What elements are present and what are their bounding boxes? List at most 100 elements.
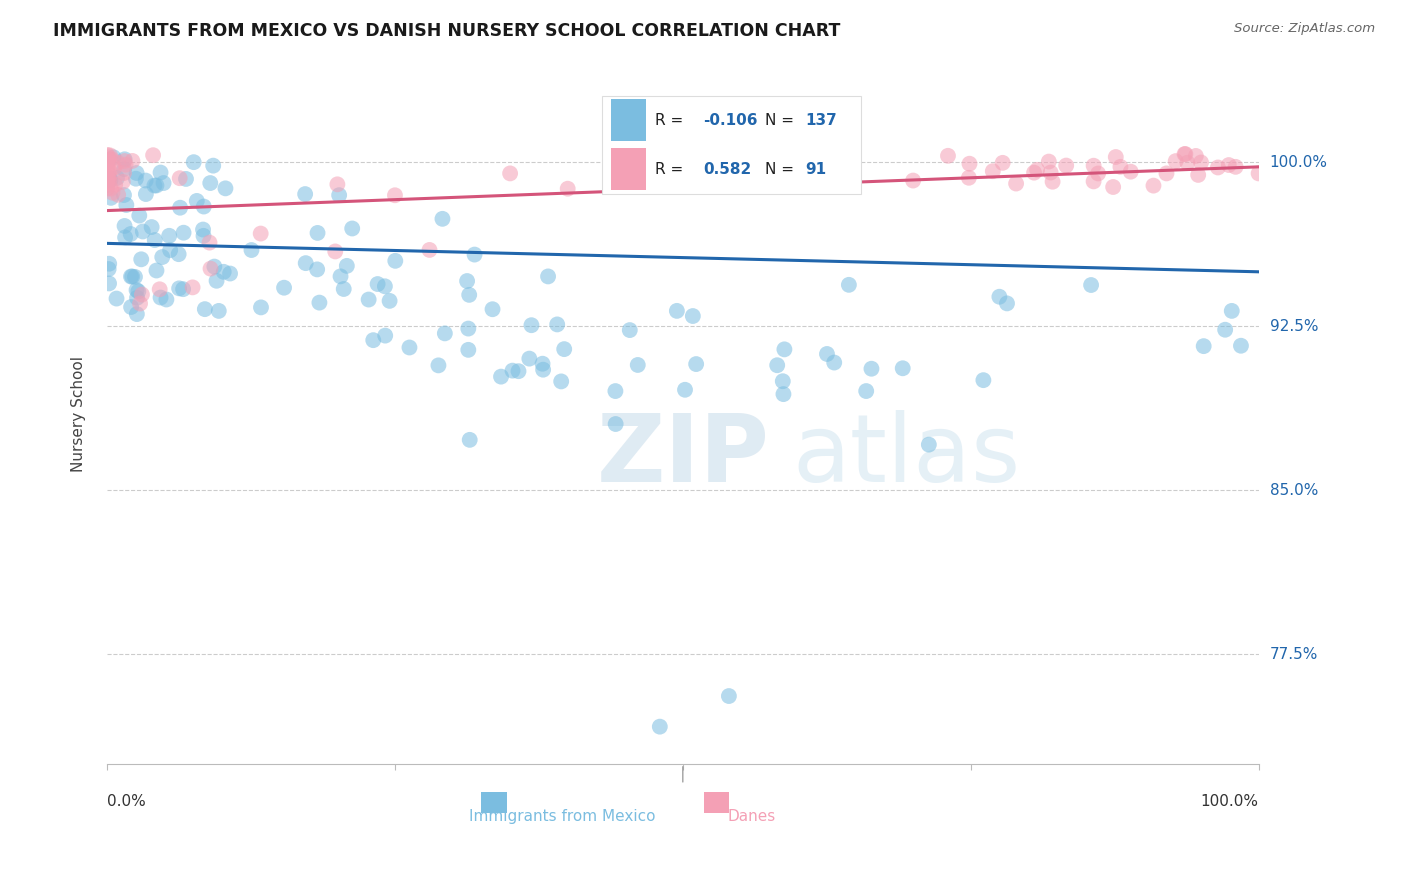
Point xyxy=(619,323,641,337)
Point xyxy=(307,226,329,240)
Text: ZIP: ZIP xyxy=(596,410,769,502)
Point xyxy=(936,149,959,163)
Point xyxy=(842,169,865,183)
Point xyxy=(149,291,172,305)
Point xyxy=(1005,177,1028,191)
Point xyxy=(112,188,135,202)
Point xyxy=(294,187,316,202)
Point xyxy=(957,170,980,185)
Point xyxy=(103,161,125,175)
Point xyxy=(766,358,789,372)
Point xyxy=(1083,174,1105,188)
Point xyxy=(98,163,121,178)
Point xyxy=(1247,166,1270,180)
Point xyxy=(97,164,120,178)
Point xyxy=(432,211,454,226)
Point xyxy=(135,173,157,187)
FancyBboxPatch shape xyxy=(602,95,862,194)
Point xyxy=(821,152,844,166)
Point xyxy=(673,383,696,397)
Point xyxy=(1220,304,1243,318)
Point xyxy=(97,150,120,164)
Point xyxy=(823,355,845,369)
Point xyxy=(100,153,122,167)
Point xyxy=(125,291,148,305)
Point xyxy=(384,188,406,202)
Point xyxy=(786,155,808,169)
Point xyxy=(531,362,554,376)
Point xyxy=(553,342,575,356)
Point xyxy=(326,178,349,192)
Text: 0.0%: 0.0% xyxy=(107,795,146,809)
Point xyxy=(1087,166,1109,180)
Point xyxy=(1185,149,1208,163)
Point xyxy=(174,172,197,186)
Text: Immigrants from Mexico: Immigrants from Mexico xyxy=(468,809,655,824)
Text: Source: ZipAtlas.com: Source: ZipAtlas.com xyxy=(1234,22,1375,36)
Bar xyxy=(612,99,645,141)
Point xyxy=(143,233,166,247)
Point xyxy=(169,171,191,186)
Point xyxy=(127,285,149,299)
Y-axis label: Nursery School: Nursery School xyxy=(72,356,86,472)
Text: 100.0%: 100.0% xyxy=(1201,795,1258,809)
Point xyxy=(1164,154,1187,169)
Text: atlas: atlas xyxy=(792,410,1021,502)
Point xyxy=(765,161,787,175)
Point xyxy=(191,222,214,236)
Point xyxy=(517,351,540,366)
Point xyxy=(756,149,779,163)
Point xyxy=(502,364,524,378)
Point xyxy=(1206,161,1229,175)
Point xyxy=(378,293,401,308)
Point xyxy=(1156,166,1178,180)
Point xyxy=(96,155,118,169)
Point xyxy=(1054,159,1077,173)
Point xyxy=(183,155,205,169)
Text: N =: N = xyxy=(765,112,799,128)
Point xyxy=(114,219,136,233)
Point xyxy=(129,252,152,267)
Point xyxy=(550,375,572,389)
Point xyxy=(155,293,177,307)
Point xyxy=(103,150,125,164)
Point xyxy=(398,341,420,355)
Point xyxy=(456,274,478,288)
Point xyxy=(1026,162,1049,177)
Point xyxy=(120,300,142,314)
Point xyxy=(457,321,479,335)
Point xyxy=(149,282,172,296)
Point xyxy=(991,156,1014,170)
Point xyxy=(1109,160,1132,174)
Text: 0.582: 0.582 xyxy=(703,161,752,177)
Text: Danes: Danes xyxy=(728,809,776,824)
Point xyxy=(114,154,136,169)
Point xyxy=(173,226,195,240)
Point xyxy=(98,172,121,186)
Point xyxy=(1105,150,1128,164)
Point xyxy=(159,243,181,257)
Point xyxy=(193,228,215,243)
Point xyxy=(101,186,124,200)
Point xyxy=(250,301,273,315)
Point xyxy=(96,148,118,162)
Point xyxy=(152,176,174,190)
Point xyxy=(200,261,222,276)
Point xyxy=(202,159,225,173)
Point xyxy=(374,279,396,293)
Point xyxy=(824,149,846,163)
Point xyxy=(219,267,242,281)
Point xyxy=(682,309,704,323)
Point xyxy=(198,235,221,250)
Point xyxy=(114,230,136,244)
Point xyxy=(96,173,118,187)
Point xyxy=(855,384,877,398)
Bar xyxy=(703,792,728,813)
Point xyxy=(100,173,122,187)
Point xyxy=(988,290,1011,304)
Point xyxy=(273,281,295,295)
Point xyxy=(308,295,330,310)
Point xyxy=(328,188,350,202)
Point xyxy=(1173,147,1195,161)
Point xyxy=(132,225,155,239)
